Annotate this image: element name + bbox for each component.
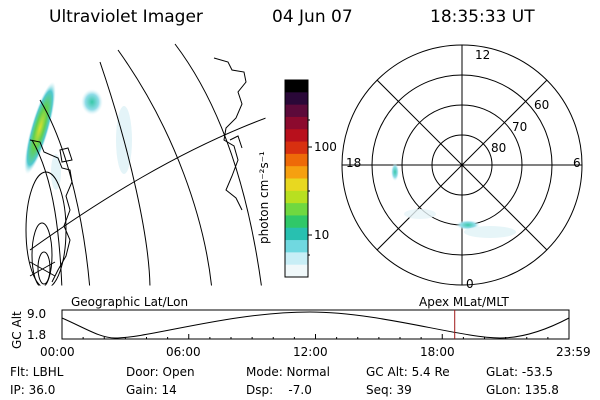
time-label: 18:35:33 UT — [430, 7, 535, 27]
timeline-ymax: 9.0 — [27, 307, 47, 321]
ip-info: IP: 36.0 — [10, 383, 56, 397]
colorbar-band — [285, 240, 308, 253]
glon-info: GLon: 135.8 — [486, 383, 559, 397]
colorbar-band — [285, 104, 308, 118]
time-tick-2359: 23:59 — [556, 345, 591, 359]
colorbar-gradient — [285, 80, 308, 278]
colorbar-band — [285, 166, 308, 179]
mode-info: Mode: Normal — [246, 365, 330, 379]
time-tick-0600: 06:00 — [166, 345, 201, 359]
colorbar-band — [285, 129, 308, 143]
seq-info: Seq: 39 — [366, 383, 412, 397]
gc-alt-info: GC Alt: 5.4 Re — [366, 365, 450, 379]
timeline-left-label: Geographic Lat/Lon — [71, 295, 189, 309]
colorbar-band — [285, 92, 308, 106]
colorbar-band — [285, 264, 308, 278]
lat-label-80: 80 — [491, 141, 507, 155]
colorbar-band — [285, 190, 308, 204]
filter-info: Flt: LBHL — [10, 365, 64, 379]
colorbar-band — [285, 215, 308, 229]
mlt-label-6: 6 — [573, 156, 581, 170]
colorbar-band — [285, 252, 308, 266]
timeline-ymin: 1.8 — [27, 328, 47, 342]
glat-info: GLat: -53.5 — [486, 365, 553, 379]
lat-label-60: 60 — [534, 98, 550, 112]
door-info: Door: Open — [126, 365, 195, 379]
date-label: 04 Jun 07 — [272, 7, 353, 27]
mlt-label-18: 18 — [346, 156, 362, 170]
colorbar-band — [285, 203, 308, 216]
colorbar-tick-100: 100 — [314, 140, 337, 154]
polar-faint-emission — [404, 209, 436, 219]
dsp-info: Dsp: -7.0 — [246, 383, 312, 397]
time-tick-1200: 12:00 — [293, 345, 328, 359]
aurora-emission-band — [24, 81, 56, 175]
time-tick-0000: 00:00 — [40, 345, 75, 359]
time-tick-1800: 18:00 — [420, 345, 455, 359]
colorbar-band — [285, 178, 308, 192]
colorbar-band — [285, 141, 308, 155]
instrument-title: Ultraviolet Imager — [49, 7, 203, 27]
colorbar-band — [285, 80, 308, 93]
polar-aurora-spot — [391, 163, 399, 181]
mlt-label-12: 12 — [475, 48, 491, 62]
timeline-ticks — [61, 334, 570, 339]
colorbar-band — [285, 153, 308, 167]
colorbar-band — [285, 116, 308, 130]
gain-info: Gain: 14 — [126, 383, 177, 397]
lat-label-70: 70 — [512, 120, 528, 134]
mlt-label-0: 0 — [466, 277, 474, 291]
polar-faint-emission — [464, 226, 516, 238]
timeline-right-label: Apex MLat/MLT — [419, 295, 509, 309]
aurora-emission-spot — [81, 89, 103, 115]
altitude-curve — [61, 311, 570, 339]
colorbar-tick-10: 10 — [314, 228, 330, 242]
colorbar-band — [285, 227, 308, 241]
faint-emission — [51, 154, 61, 190]
